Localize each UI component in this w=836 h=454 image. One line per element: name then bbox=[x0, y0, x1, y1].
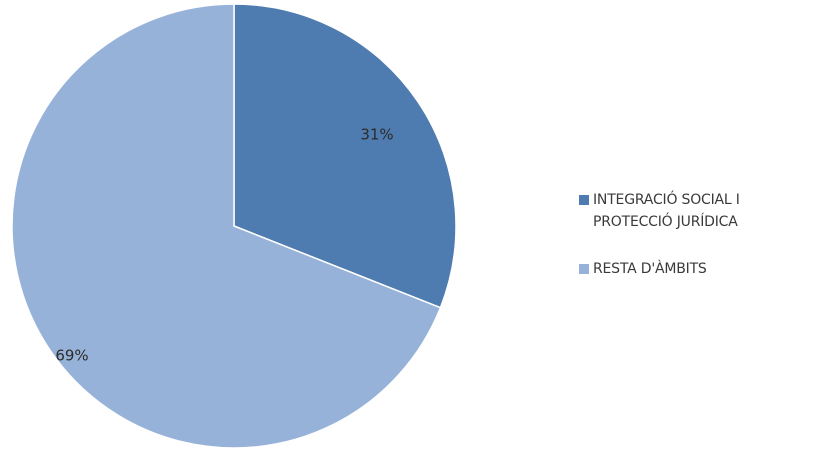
legend-label-line: PROTECCIÓ JURÍDICA bbox=[593, 214, 738, 230]
pie-slices bbox=[11, 3, 457, 449]
legend-label-resta-ambits: RESTA D'ÀMBITS bbox=[593, 258, 707, 280]
legend-label-line: RESTA D'ÀMBITS bbox=[593, 261, 707, 277]
legend: INTEGRACIÓ SOCIAL I PROTECCIÓ JURÍDICA R… bbox=[579, 189, 836, 305]
legend-item-resta-ambits: RESTA D'ÀMBITS bbox=[579, 258, 836, 280]
pie-data-labels: 31% 69% bbox=[55, 126, 393, 365]
legend-label-integracio-social: INTEGRACIÓ SOCIAL I PROTECCIÓ JURÍDICA bbox=[593, 189, 740, 233]
pie-slice-0 bbox=[233, 3, 457, 309]
pie-data-label-1: 69% bbox=[55, 347, 88, 365]
legend-item-integracio-social: INTEGRACIÓ SOCIAL I PROTECCIÓ JURÍDICA bbox=[579, 189, 836, 233]
pie-data-label-0: 31% bbox=[360, 126, 393, 144]
legend-swatch-resta-ambits bbox=[579, 264, 589, 274]
legend-swatch-integracio-social bbox=[579, 195, 589, 205]
pie-slice-1 bbox=[11, 3, 442, 449]
legend-label-line: INTEGRACIÓ SOCIAL I bbox=[593, 192, 740, 208]
